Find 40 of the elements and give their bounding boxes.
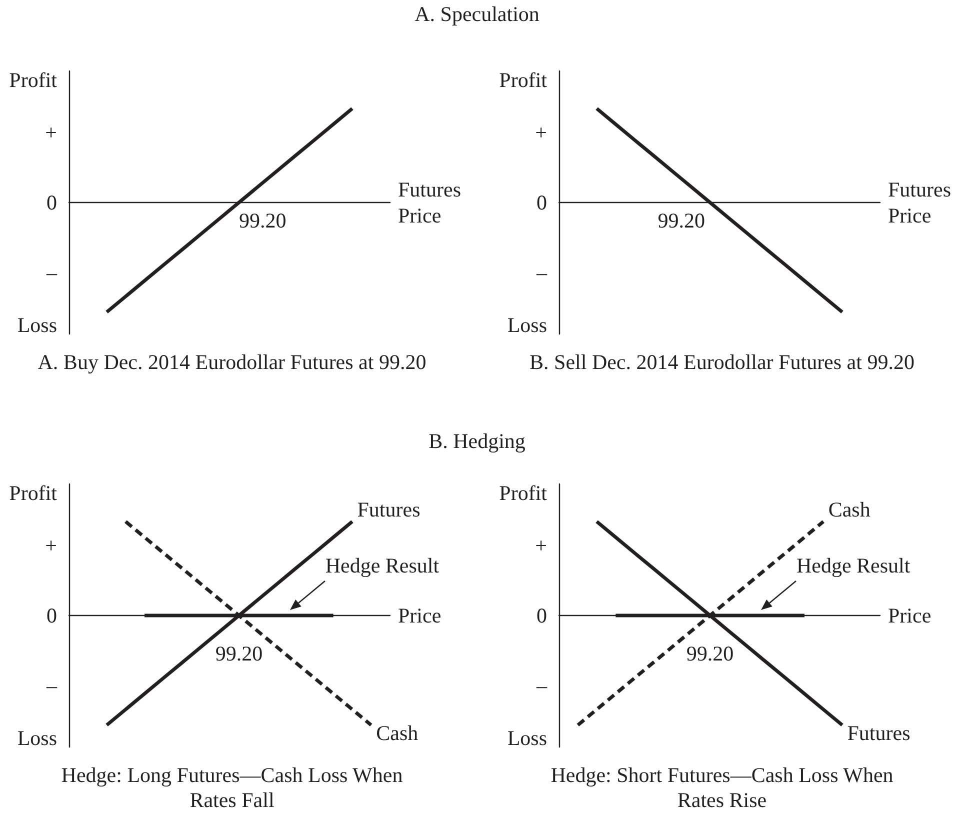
text: Profit — [9, 68, 58, 92]
text: Loss — [17, 312, 57, 337]
series-label: Hedge Result — [796, 554, 910, 578]
x-axis-title: Price — [398, 604, 442, 628]
text: – — [46, 260, 58, 285]
annotation: 99.20 — [658, 208, 706, 232]
series-label: Cash — [828, 498, 871, 522]
x-axis-title: Futures Price — [398, 178, 461, 228]
text: – — [536, 260, 548, 285]
text: 0 — [46, 604, 57, 628]
text: B. Hedging — [428, 429, 526, 453]
annotation: 99.20 — [238, 208, 286, 232]
x-axis-title: Price — [888, 604, 932, 628]
text: A. Buy Dec. 2014 Eurodollar Futures at 99.20 — [38, 350, 426, 375]
text: – — [46, 674, 58, 698]
annotation: 99.20 — [686, 642, 734, 666]
series-label: Cash — [376, 721, 419, 746]
text: – — [536, 674, 548, 698]
text: 0 — [536, 190, 547, 214]
x-axis-title: Futures Price — [888, 178, 951, 228]
series-label: Futures — [357, 498, 420, 522]
text: + — [45, 120, 57, 144]
text: 0 — [46, 190, 57, 214]
text: Loss — [17, 726, 57, 750]
text: Profit — [499, 68, 548, 92]
text: Loss — [507, 726, 547, 750]
text: + — [535, 120, 547, 144]
text: A. Speculation — [414, 2, 540, 26]
text: B. Sell Dec. 2014 Eurodollar Futures at 99.20 — [530, 350, 914, 375]
annotation: 99.20 — [215, 642, 263, 666]
series-label: Hedge Result — [325, 554, 440, 578]
series-label: Futures — [847, 721, 910, 746]
text: Profit — [9, 481, 58, 506]
text: + — [45, 533, 57, 558]
text: 0 — [536, 604, 547, 628]
text: Profit — [499, 481, 548, 506]
text: Hedge: Long Futures—Cash Loss When Rates Fall — [60, 763, 404, 813]
text: + — [535, 533, 547, 558]
text: Loss — [507, 312, 547, 337]
text: Hedge: Short Futures—Cash Loss When Rates Rise — [550, 763, 894, 813]
